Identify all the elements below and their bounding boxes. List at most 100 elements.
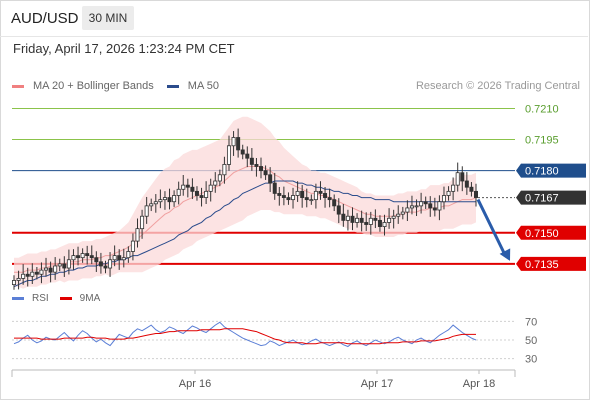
level-tag-0.7210: 0.7210 — [525, 103, 559, 115]
candle-body-18 — [94, 257, 99, 263]
candle-body-30 — [149, 203, 154, 207]
candle-body-19 — [98, 261, 103, 267]
legend-label-ma20: MA 20 + Bollinger Bands — [33, 80, 154, 92]
candle-body-6 — [39, 269, 44, 275]
candle-body-86 — [405, 207, 410, 213]
candle-body-59 — [281, 195, 286, 198]
candle-body-4 — [30, 271, 35, 277]
level-tag-0.7167: 0.7167 — [525, 193, 559, 205]
candle-body-17 — [89, 255, 94, 259]
ma50-line — [13, 180, 476, 288]
candle-body-34 — [167, 197, 172, 203]
x-label-1: Apr 17 — [361, 378, 393, 390]
candle-body-22 — [112, 255, 117, 261]
level-tag-bg-0.7167 — [516, 190, 586, 205]
indicator-legend: MA 20 + Bollinger Bands MA 50 — [12, 80, 232, 92]
candle-body-55 — [263, 170, 268, 176]
candle-body-62 — [295, 190, 300, 196]
candle-body-50 — [240, 149, 245, 155]
rsi-panel: 30 50 70 — [12, 316, 537, 366]
legend-label-ma50: MA 50 — [187, 80, 219, 92]
rsi-legend: RSI 9MA — [12, 293, 111, 304]
rsi-tick-50: 50 — [525, 335, 537, 347]
level-tag-0.7180: 0.7180 — [525, 166, 559, 178]
forecast-arrow-shaft — [476, 198, 507, 256]
candle-body-81 — [382, 222, 387, 227]
candle-body-7 — [44, 267, 49, 271]
candle-body-83 — [391, 215, 396, 219]
legend-label-rsi: RSI — [32, 293, 49, 304]
symbol-title: AUD/USD — [11, 10, 79, 27]
candle-body-38 — [185, 184, 190, 188]
candle-body-2 — [21, 273, 26, 279]
timeframe-button[interactable]: 30 MIN — [82, 6, 134, 30]
candle-body-14 — [76, 255, 81, 259]
candle-body-101 — [473, 190, 478, 198]
candle-body-41 — [199, 195, 204, 198]
candle-body-68 — [323, 193, 328, 198]
candle-body-28 — [140, 215, 145, 230]
candle-body-31 — [153, 201, 158, 205]
candle-body-80 — [377, 219, 382, 227]
candle-body-67 — [318, 190, 323, 194]
candle-body-93 — [437, 201, 442, 211]
legend-item-ma50: MA 50 — [166, 80, 219, 92]
legend-swatch-rsi — [12, 297, 24, 300]
candle-body-10 — [57, 263, 62, 267]
legend-swatch-ma20 — [12, 84, 24, 88]
chart-datetime: Friday, April 17, 2026 1:23:24 PM CET — [13, 41, 235, 56]
rsi-tick-30: 30 — [525, 354, 537, 366]
candle-body-26 — [130, 240, 135, 252]
candle-body-5 — [34, 271, 39, 275]
candle-body-13 — [71, 255, 76, 261]
candle-body-25 — [126, 251, 131, 259]
candle-body-56 — [268, 174, 273, 184]
rsi-series-RSI — [13, 321, 477, 348]
candle-body-52 — [249, 157, 254, 165]
chart-header: AUD/USD 30 MIN — [0, 0, 588, 37]
legend-label-9ma: 9MA — [79, 293, 101, 304]
candle-body-15 — [80, 253, 85, 259]
candle-body-72 — [341, 213, 346, 221]
candle-body-53 — [254, 164, 259, 167]
candle-body-76 — [359, 217, 364, 223]
candle-body-27 — [135, 228, 140, 242]
candle-body-23 — [117, 255, 122, 261]
candle-body-51 — [245, 153, 250, 159]
candle-body-57 — [272, 182, 277, 194]
legend-item-ma20: MA 20 + Bollinger Bands — [12, 80, 154, 92]
level-tag-0.7150: 0.7150 — [525, 228, 559, 240]
candle-body-85 — [400, 211, 405, 215]
rsi-series-9MA — [14, 328, 476, 345]
level-tag-bg-0.7150 — [516, 225, 586, 240]
candle-body-43 — [208, 184, 213, 192]
candle-body-82 — [387, 217, 392, 223]
candle-body-54 — [259, 166, 264, 172]
candle-body-11 — [62, 263, 67, 269]
candle-body-32 — [158, 199, 163, 203]
candle-body-37 — [181, 184, 186, 190]
candle-body-74 — [350, 215, 355, 223]
rsi-tick-70: 70 — [525, 316, 537, 328]
candle-body-98 — [460, 172, 465, 182]
level-tag-0.7195: 0.7195 — [525, 135, 559, 147]
candle-body-63 — [300, 190, 305, 198]
candle-body-58 — [277, 193, 282, 196]
candle-body-16 — [85, 253, 90, 257]
candle-body-99 — [464, 180, 469, 188]
candle-body-88 — [414, 205, 419, 208]
candle-body-3 — [25, 273, 30, 277]
level-tags: 0.7210 0.7195 0.7180 0.7167 0.7150 0.7135 — [516, 103, 586, 271]
candle-body-66 — [313, 190, 318, 201]
candle-body-94 — [441, 195, 446, 203]
candle-body-39 — [190, 186, 195, 192]
candle-body-97 — [455, 172, 460, 186]
level-tag-bg-0.7180 — [516, 163, 586, 178]
candle-body-96 — [451, 184, 456, 192]
candle-body-87 — [409, 205, 414, 209]
legend-item-9ma: 9MA — [59, 293, 101, 304]
candle-body-20 — [103, 265, 108, 269]
candle-body-92 — [432, 207, 437, 211]
candle-body-48 — [231, 137, 236, 147]
